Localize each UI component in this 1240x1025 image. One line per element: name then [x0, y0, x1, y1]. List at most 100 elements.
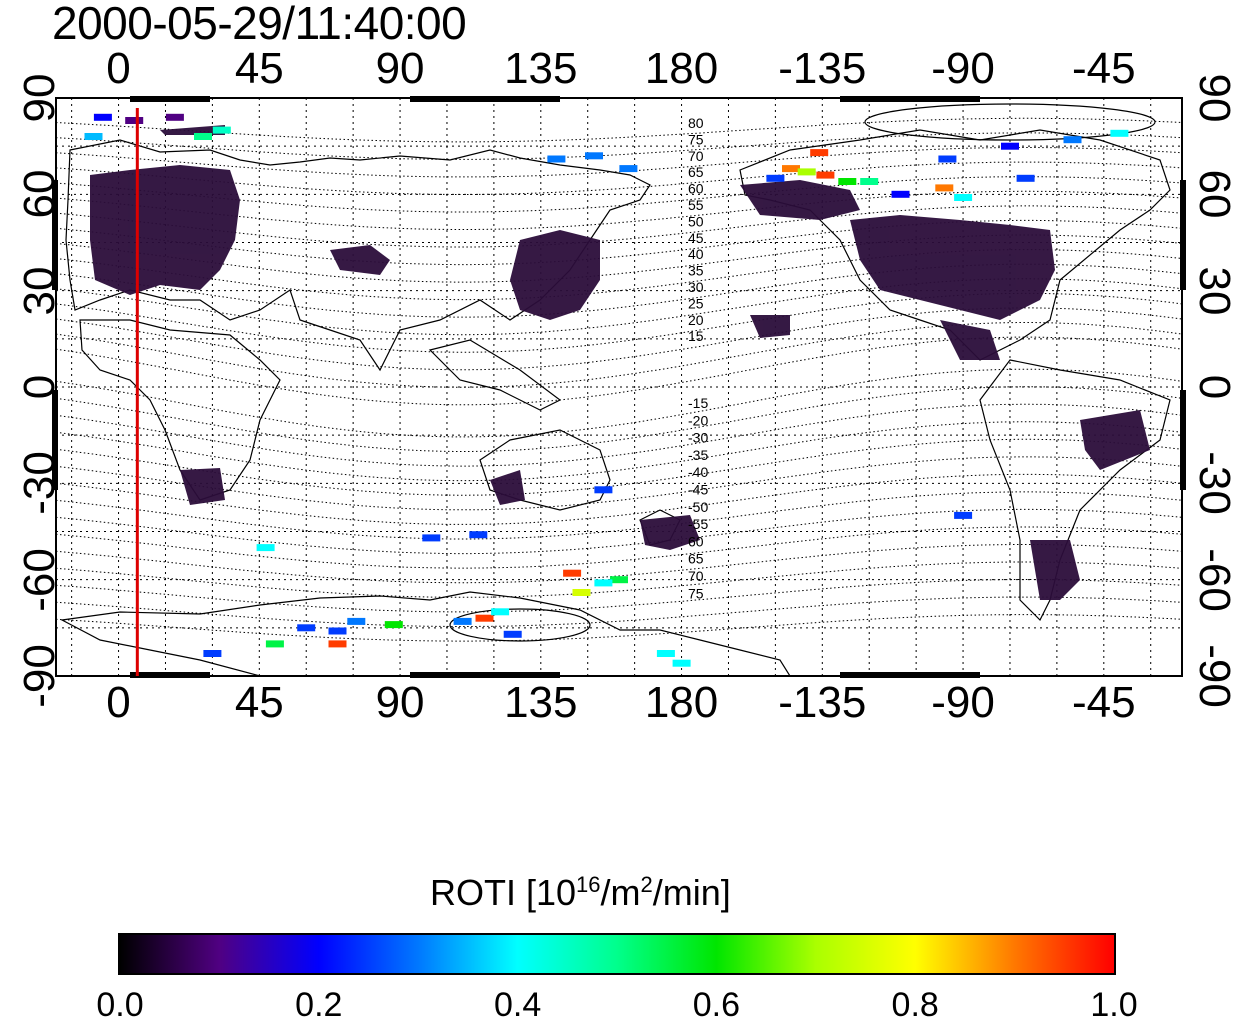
colorbar-tick-label: 0.2 [295, 986, 343, 1024]
axis-tick-label: 90 [15, 73, 64, 123]
roti-point [547, 155, 566, 163]
colorbar-tick-label: 0.6 [692, 986, 741, 1024]
magnetic-contour [55, 508, 1183, 555]
axis-tick-label: -45 [1072, 44, 1136, 93]
axis-tick-label: 90 [1190, 73, 1239, 123]
contour-label: -35 [688, 447, 708, 463]
magnetic-contour [55, 421, 1183, 482]
roti-point [212, 126, 231, 134]
roti-measurements [84, 113, 1129, 667]
magnetic-contour [55, 456, 1183, 511]
magnetic-contour [55, 234, 1183, 283]
roti-point [838, 178, 857, 185]
contour-label: 65 [688, 551, 704, 567]
contour-label: 55 [688, 197, 704, 213]
roti-point [797, 168, 816, 176]
roti-point [328, 627, 347, 635]
contour-label: 70 [688, 148, 704, 164]
contour-label: -20 [688, 412, 708, 428]
roti-point [491, 608, 510, 616]
axis-tick-label: -30 [1190, 451, 1239, 516]
axis-tick-label: 30 [1190, 266, 1239, 316]
magnetic-contour [55, 438, 1183, 496]
magnetic-contour [55, 117, 1183, 143]
axis-tick-label: 90 [375, 678, 425, 727]
contour-label: 20 [688, 312, 704, 328]
roti-point [125, 117, 144, 124]
roti-point [1110, 129, 1129, 137]
roti-point [347, 617, 366, 625]
contour-label: -30 [688, 430, 708, 446]
roti-point [594, 579, 613, 587]
axis-tick-label: 135 [504, 678, 578, 727]
axis-bands [52, 96, 1186, 678]
magnetic-contour [55, 249, 1183, 301]
axis-tick-label: -60 [1190, 547, 1239, 612]
contour-label: 40 [688, 246, 704, 262]
axis-tick-label: -135 [778, 678, 867, 727]
contour-label: 15 [688, 328, 704, 344]
roti-point [810, 149, 829, 157]
contour-label: -45 [688, 482, 708, 498]
axis-tick-label: -90 [931, 44, 995, 93]
contour-label: -15 [688, 395, 708, 411]
magnetic-contour [55, 132, 1183, 160]
contour-label: 75 [688, 585, 704, 601]
contour-label: -50 [688, 499, 708, 515]
axis-tick-label: 180 [644, 678, 719, 727]
magnetic-contour [55, 614, 1183, 642]
contour-label: 50 [688, 213, 704, 229]
roti-point [594, 486, 613, 494]
magnetic-contour [55, 473, 1183, 525]
axis-tick-label: 0 [106, 44, 131, 93]
axis-tick-label: 135 [504, 44, 578, 93]
contour-label: -55 [688, 516, 708, 532]
roti-point [475, 614, 494, 622]
axis-tick-label: 60 [1190, 169, 1239, 219]
contour-labels: 8075706560555045403530252015-15-20-30-35… [688, 115, 708, 601]
roti-point [1063, 136, 1082, 144]
axis-tick-label: 0 [15, 374, 64, 400]
axis-tick-label: -30 [15, 451, 64, 516]
contour-label: 35 [688, 263, 704, 279]
roti-point [563, 569, 582, 577]
roti-point [1001, 142, 1019, 150]
colorbar-tick-label: 0.8 [891, 986, 939, 1024]
magnetic-contour [55, 147, 1183, 178]
roti-point [766, 174, 785, 182]
contour-label: 60 [688, 181, 704, 197]
roti-point [891, 190, 910, 198]
contour-label: 45 [688, 230, 704, 246]
roti-point [954, 194, 973, 201]
magnetic-contour [55, 596, 1183, 627]
contour-label: 60 [688, 533, 704, 549]
axis-tick-label: 180 [644, 44, 719, 93]
colorbar-tick-label: 0.4 [493, 986, 542, 1024]
colorbar [118, 933, 1116, 975]
contour-label: 25 [688, 295, 704, 311]
roti-point [585, 152, 603, 160]
axis-tick-label: 60 [15, 169, 64, 219]
roti-point [203, 650, 222, 657]
magnetic-contour [55, 190, 1183, 230]
axis-tick-label: -90 [931, 678, 995, 727]
roti-point [93, 113, 112, 121]
roti-point [328, 640, 347, 648]
magnetic-contour [55, 161, 1183, 195]
roti-point [1016, 174, 1035, 182]
axis-tick-label: 90 [375, 44, 425, 93]
contour-label: 75 [688, 131, 704, 147]
axis-tick-label: -90 [15, 644, 64, 708]
roti-point [384, 621, 403, 629]
roti-point [572, 589, 591, 596]
roti-point [297, 624, 316, 632]
roti-point [610, 576, 628, 584]
magnetic-contour [55, 544, 1183, 584]
axis-tick-label: -90 [1190, 644, 1239, 708]
magnetic-contour [55, 205, 1183, 248]
magnetic-contour [55, 219, 1183, 266]
magnetic-contour [55, 526, 1183, 569]
axis-tick-label: 45 [234, 678, 284, 727]
roti-point [265, 640, 284, 648]
